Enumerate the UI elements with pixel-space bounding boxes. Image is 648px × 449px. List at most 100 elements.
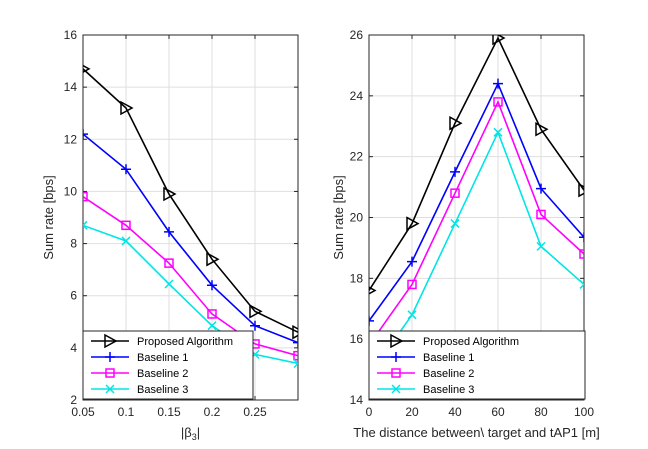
data-point-series-4	[407, 310, 417, 320]
x-tick-label: 60	[491, 405, 505, 419]
data-point-series-3	[293, 350, 298, 361]
series-line-4	[83, 224, 298, 365]
x-tick-label: 20	[405, 405, 419, 419]
data-point-series-1	[292, 324, 298, 340]
chart-panel-0: 0.05 0.1 0.15 0.2 0.25 2 4 6 8 10 12 14 16 Sum rate […	[41, 28, 299, 442]
series-group	[369, 35, 584, 381]
legend-label: Baseline 1	[423, 352, 474, 364]
data-point-series-4	[450, 219, 460, 229]
data-point-series-3	[536, 209, 546, 220]
data-point-series-2	[121, 164, 131, 175]
y-tick-label: 2	[70, 393, 77, 407]
y-tick-label: 20	[350, 211, 364, 225]
x-tick-label: 0.2	[204, 405, 221, 419]
legend-label: Baseline 2	[423, 368, 474, 380]
data-point-series-1	[406, 216, 420, 231]
x-tick-label: 0.05	[71, 405, 95, 419]
y-axis-label: Sum rate [bps]	[41, 175, 56, 260]
legend-marker	[391, 352, 401, 362]
y-tick-label: 12	[64, 132, 78, 146]
data-point-series-3	[83, 191, 88, 202]
data-point-series-3	[164, 258, 174, 268]
series-line-2	[369, 81, 584, 322]
legend-box	[368, 330, 586, 400]
x-tick-label: 0.25	[243, 405, 267, 419]
data-point-series-2	[293, 337, 298, 348]
x-tick-label: 0	[366, 405, 373, 419]
legend-marker	[105, 352, 115, 362]
y-tick-label: 6	[70, 289, 77, 303]
legend: Proposed Algorithm Baseline 1 Baseline 2 Ba…	[368, 330, 586, 400]
legend-marker	[104, 333, 118, 349]
data-point-series-4	[536, 241, 546, 251]
data-point-series-2	[407, 256, 417, 267]
y-tick-label: 4	[70, 341, 77, 355]
x-tick-label: 40	[448, 405, 462, 419]
y-axis-label: Sum rate [bps]	[331, 175, 346, 260]
series-line-1	[369, 36, 584, 291]
x-tick-label: 100	[574, 405, 594, 419]
data-point-series-4	[207, 321, 217, 331]
legend-label: Proposed Algorithm	[137, 336, 233, 348]
axes-box	[82, 34, 299, 401]
data-point-series-1	[163, 186, 177, 202]
series-line-3	[83, 195, 298, 357]
data-point-series-2	[493, 78, 503, 89]
legend-marker	[390, 333, 404, 349]
data-point-series-1	[249, 304, 263, 319]
legend-label: Proposed Algorithm	[423, 336, 519, 348]
data-point-series-2	[164, 226, 174, 237]
legend-marker	[105, 368, 115, 378]
y-tick-label: 8	[70, 237, 77, 251]
data-point-series-1	[492, 35, 506, 46]
legend-marker	[391, 384, 401, 394]
data-point-series-3	[493, 97, 503, 107]
legend-label: Baseline 1	[137, 352, 188, 364]
data-point-series-3	[207, 309, 217, 319]
x-tick-label: 0.1	[118, 405, 135, 419]
data-point-series-1	[535, 122, 549, 137]
legend-label: Baseline 3	[423, 384, 474, 396]
y-tick-label: 16	[64, 28, 78, 42]
y-tick-label: 16	[350, 332, 364, 346]
chart-panel-1: 0 20 40 60 80 100 14 16 18 20 22 24 26 Sum rate [bps]…	[331, 28, 600, 440]
x-axis-label: |β3|	[181, 425, 200, 442]
data-point-series-3	[450, 188, 460, 198]
data-point-series-4	[164, 279, 174, 289]
data-point-series-1	[578, 182, 584, 198]
data-point-series-2	[83, 129, 88, 140]
data-point-series-4	[121, 236, 131, 246]
x-tick-label: 0.15	[157, 405, 181, 419]
data-point-series-2	[207, 280, 217, 291]
series-line-4	[369, 130, 584, 377]
data-point-series-1	[120, 100, 134, 116]
legend-marker	[391, 368, 401, 378]
data-point-series-2	[579, 232, 584, 243]
data-point-series-3	[121, 220, 131, 231]
data-point-series-1	[369, 286, 377, 295]
data-point-series-2	[250, 320, 260, 331]
y-tick-label: 14	[350, 393, 364, 407]
series-group	[83, 64, 298, 369]
data-point-series-4	[493, 127, 503, 137]
series-line-3	[369, 99, 584, 346]
legend-label: Baseline 3	[137, 384, 188, 396]
legend-marker	[105, 384, 115, 394]
series-line-2	[83, 133, 298, 344]
data-point-series-2	[369, 315, 374, 326]
data-point-series-4	[83, 220, 88, 230]
data-point-series-1	[449, 115, 463, 131]
y-tick-label: 22	[350, 150, 364, 164]
y-tick-label: 14	[64, 80, 78, 94]
data-point-series-3	[579, 249, 584, 259]
data-point-series-1	[206, 251, 220, 267]
legend-label: Baseline 2	[137, 368, 188, 380]
x-axis-label: The distance between\ target and tAP1 [m…	[353, 425, 599, 440]
y-tick-label: 18	[350, 271, 364, 285]
y-tick-label: 24	[350, 89, 364, 103]
x-tick-label: 80	[534, 405, 548, 419]
data-point-series-3	[407, 279, 417, 290]
data-point-series-4	[579, 279, 584, 289]
data-point-series-2	[450, 166, 460, 177]
